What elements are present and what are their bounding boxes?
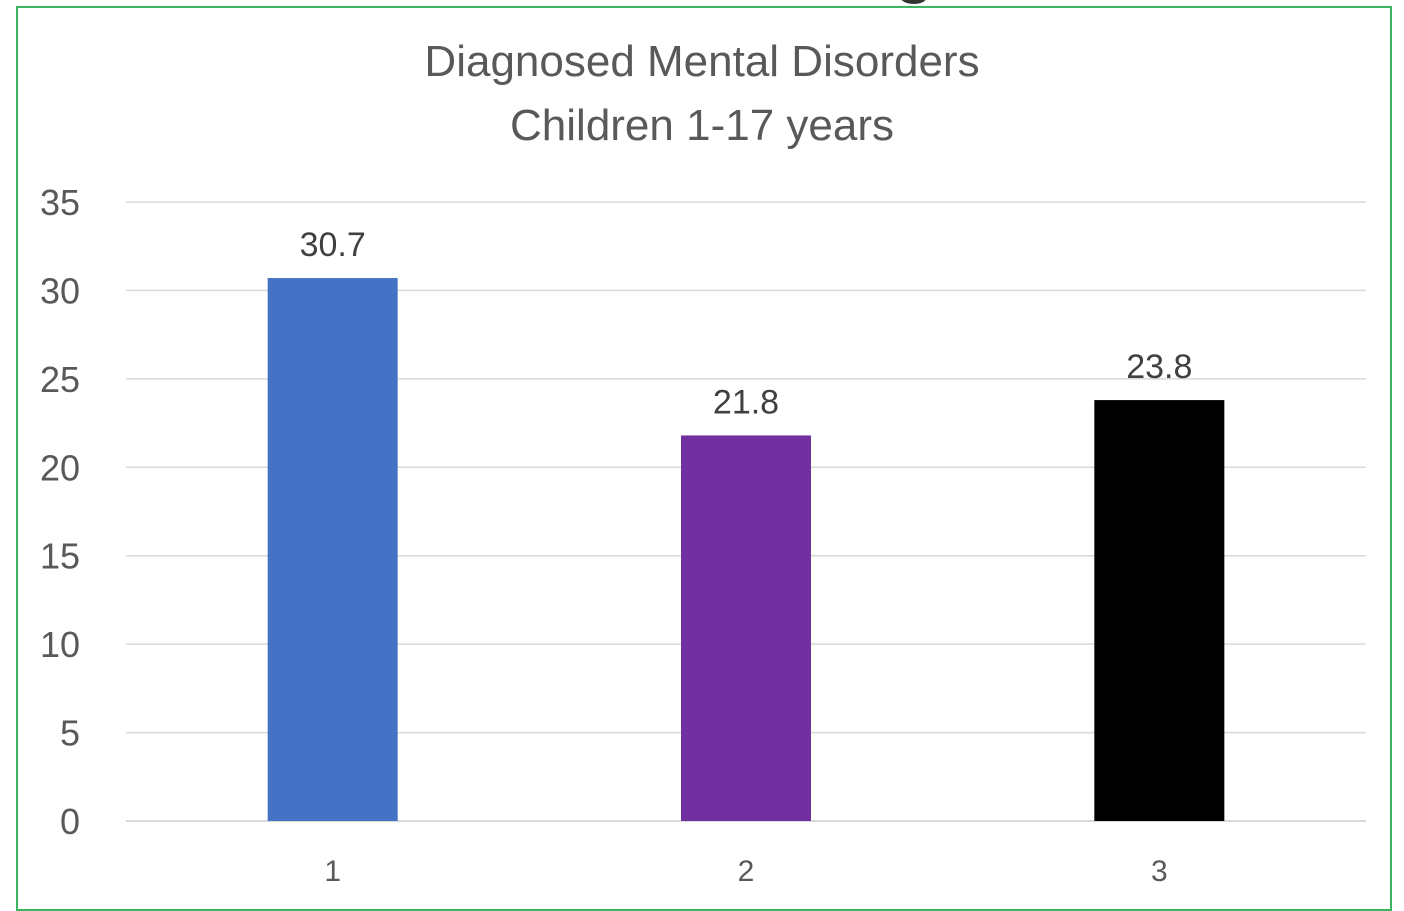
y-tick-label: 15 xyxy=(40,536,80,577)
y-tick-label: 35 xyxy=(40,182,80,223)
chart-title-line: Diagnosed Mental Disorders xyxy=(424,37,980,86)
y-tick-label: 20 xyxy=(40,447,80,488)
y-tick-label: 25 xyxy=(40,359,80,400)
chart-subtitle-line: Children 1-17 years xyxy=(510,101,894,150)
y-axis-tick-labels: 0 5 10 15 20 25 30 35 xyxy=(40,182,80,842)
x-axis-tick-labels: 1 2 3 xyxy=(324,855,1167,888)
bar xyxy=(1094,400,1225,821)
x-tick-label: 1 xyxy=(324,855,341,888)
chart-title: Diagnosed Mental Disorders Children 1-17… xyxy=(0,30,1404,158)
bar xyxy=(267,278,398,821)
x-tick-label: 2 xyxy=(738,855,755,888)
data-labels: 30.7 21.8 23.8 xyxy=(300,226,1193,421)
x-tick-label: 3 xyxy=(1151,855,1168,888)
y-tick-label: 0 xyxy=(60,801,80,842)
y-tick-label: 5 xyxy=(60,713,80,754)
bar xyxy=(681,435,811,821)
y-tick-label: 10 xyxy=(40,624,80,665)
data-label: 30.7 xyxy=(300,226,366,264)
bars xyxy=(267,278,1225,821)
data-label: 23.8 xyxy=(1126,348,1192,386)
y-tick-label: 30 xyxy=(40,270,80,311)
data-label: 21.8 xyxy=(713,383,779,421)
